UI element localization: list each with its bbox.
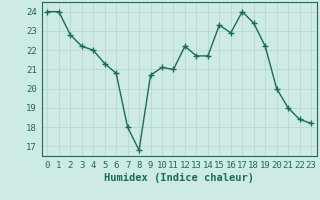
X-axis label: Humidex (Indice chaleur): Humidex (Indice chaleur) <box>104 173 254 183</box>
